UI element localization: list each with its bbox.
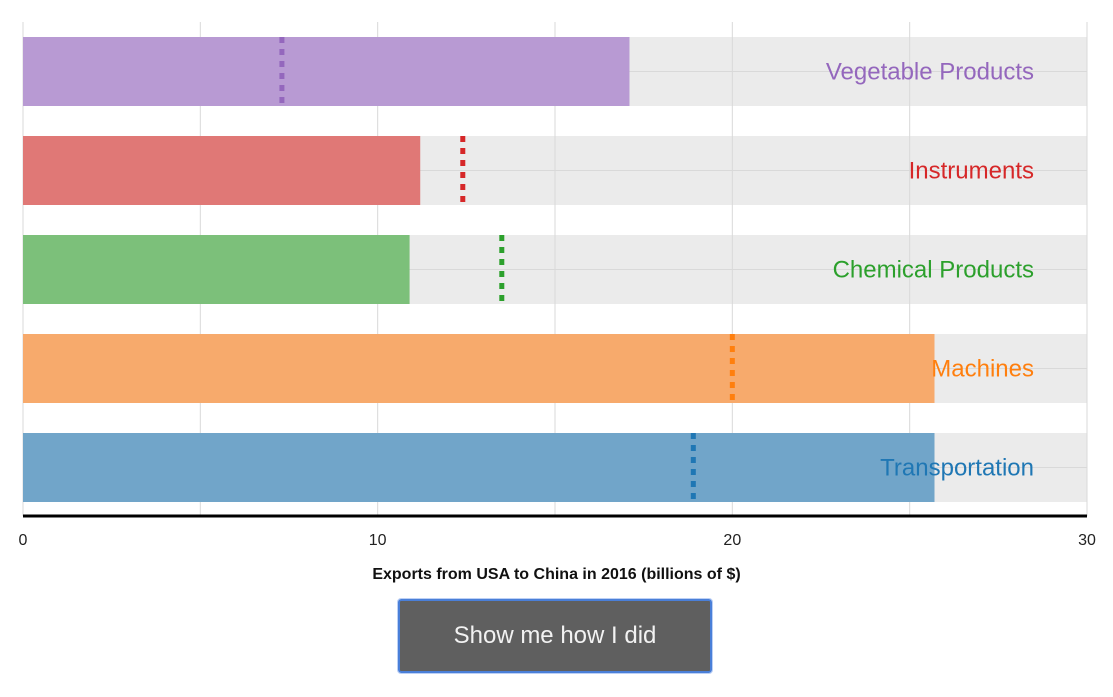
x-axis-title: Exports from USA to China in 2016 (billi…	[372, 566, 741, 583]
bar-machines	[23, 334, 935, 403]
x-tick-label: 30	[1078, 532, 1096, 549]
bar-transportation	[23, 433, 935, 502]
bar-chemical-products	[23, 235, 410, 304]
category-label-machines: Machines	[931, 356, 1034, 383]
show-me-how-i-did-button[interactable]: Show me how I did	[397, 598, 713, 674]
x-tick-label: 0	[19, 532, 28, 549]
category-label-instruments: Instruments	[909, 158, 1034, 185]
x-tick-label: 20	[723, 532, 741, 549]
category-label-chemical-products: Chemical Products	[833, 257, 1034, 284]
bar-vegetable-products	[23, 37, 630, 106]
category-label-transportation: Transportation	[880, 455, 1034, 482]
bar-chart: Vegetable Products Instruments Chemical Pr…	[19, 22, 1096, 549]
category-label-vegetable-products: Vegetable Products	[826, 59, 1034, 86]
x-tick-label: 10	[369, 532, 387, 549]
bar-instruments	[23, 136, 421, 205]
